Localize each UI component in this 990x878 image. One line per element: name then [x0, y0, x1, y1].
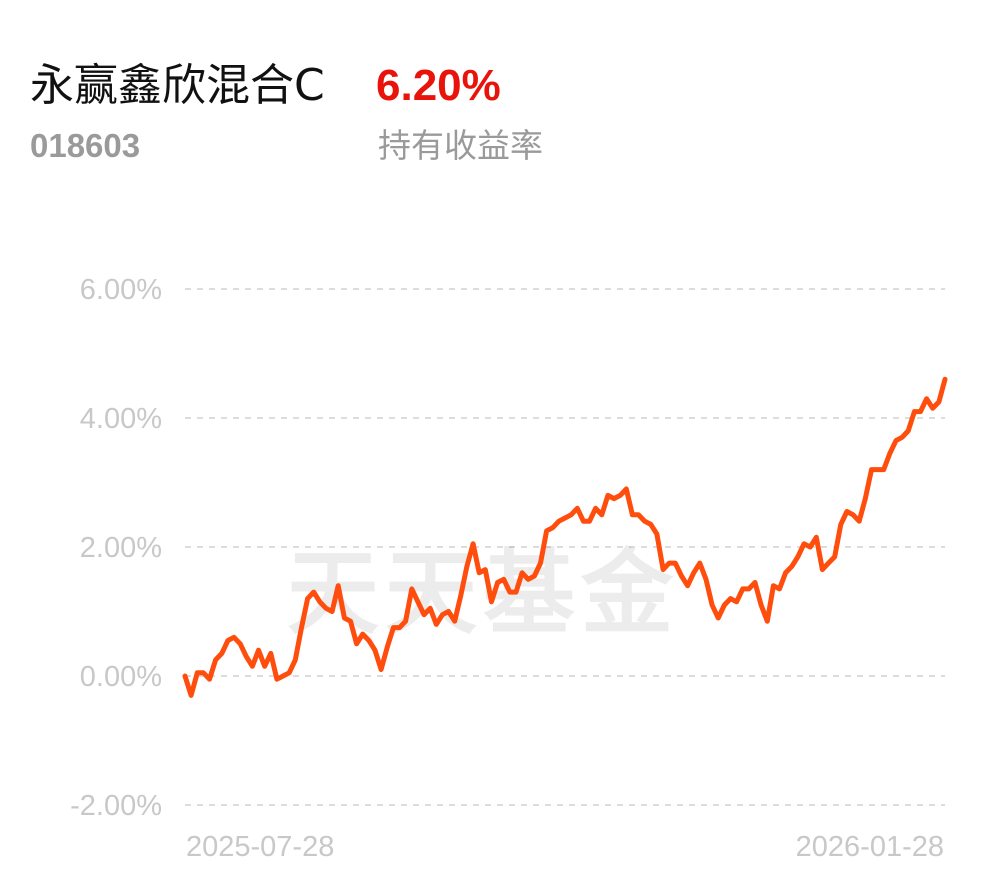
- y-tick-label: -2.00%: [70, 790, 162, 822]
- series-line: [182, 376, 948, 698]
- y-tick-label: 4.00%: [80, 403, 162, 435]
- x-tick-label: 2026-01-28: [796, 831, 944, 863]
- return-chart: 天天基金 6.00% 4.00% 2.00% 0.00% -2.00% 2025-07-…: [70, 274, 948, 863]
- y-tick-label: 2.00%: [80, 532, 162, 564]
- fund-header: 永赢鑫欣混合C 6.20% 018603 持有收益率: [30, 55, 960, 185]
- watermark-text: 天天基金: [287, 539, 679, 647]
- y-tick-label: 0.00%: [80, 661, 162, 693]
- fund-code: 018603: [30, 127, 141, 164]
- holding-return-value: 6.20%: [376, 61, 501, 110]
- fund-name: 永赢鑫欣混合C: [30, 60, 325, 111]
- x-axis-labels: 2025-07-28 2026-01-28: [186, 831, 944, 863]
- y-axis-labels: 6.00% 4.00% 2.00% 0.00% -2.00%: [70, 274, 162, 822]
- holding-return-label: 持有收益率: [378, 126, 543, 165]
- x-tick-label: 2025-07-28: [186, 831, 334, 863]
- y-tick-label: 6.00%: [80, 274, 162, 306]
